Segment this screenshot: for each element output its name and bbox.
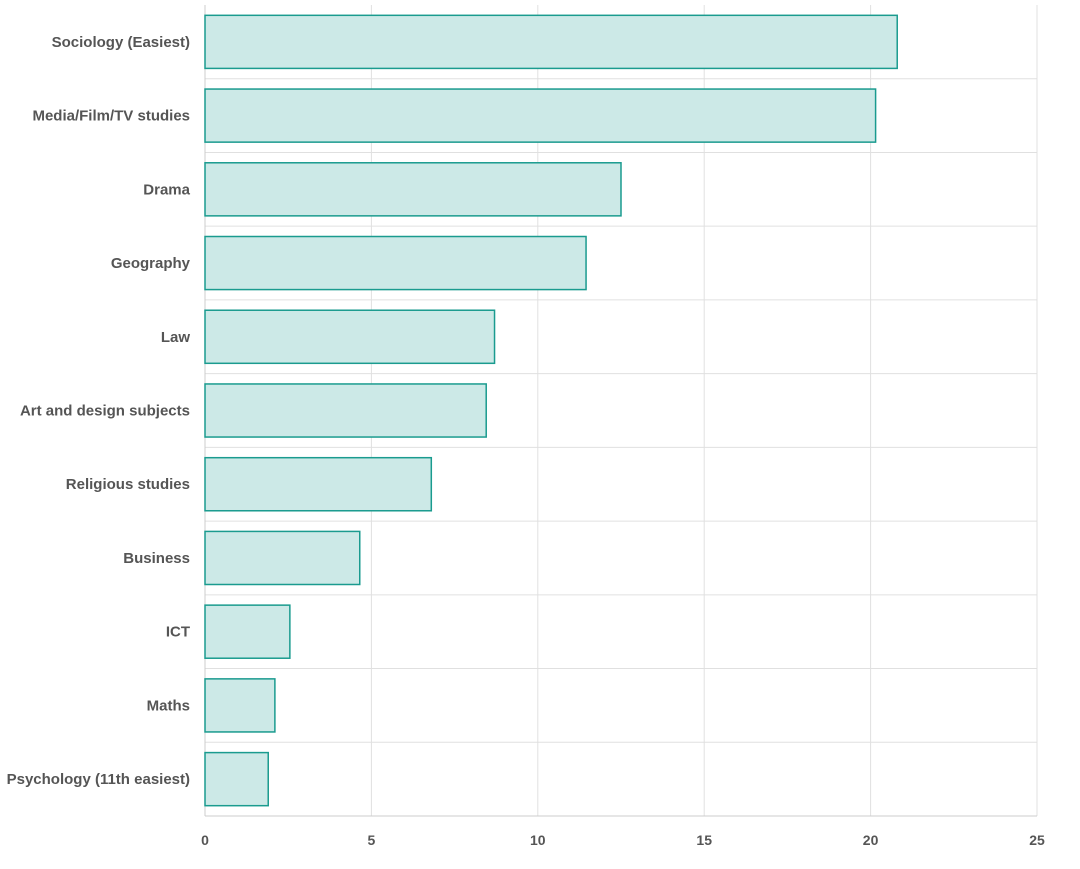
- x-tick-label: 5: [368, 832, 376, 848]
- x-tick-label: 15: [696, 832, 712, 848]
- bar[interactable]: [204, 383, 487, 438]
- category-label: ICT: [166, 624, 190, 641]
- category-label: Drama: [143, 181, 190, 198]
- bar[interactable]: [204, 309, 496, 365]
- x-tick-label: 20: [863, 832, 879, 848]
- category-label: Geography: [111, 255, 191, 272]
- bar[interactable]: [204, 14, 898, 70]
- bar[interactable]: [204, 88, 877, 143]
- x-tick-label: 0: [201, 832, 209, 848]
- bar[interactable]: [204, 530, 361, 586]
- bars: [204, 14, 898, 807]
- x-tick-label: 25: [1029, 832, 1045, 848]
- category-label: Sociology (Easiest): [52, 34, 190, 51]
- category-labels: Sociology (Easiest) Media/Film/TV studies…: [7, 34, 191, 788]
- bar[interactable]: [204, 162, 622, 217]
- category-label: Maths: [147, 697, 190, 714]
- category-label: Media/Film/TV studies: [32, 108, 190, 125]
- category-label: Business: [123, 550, 190, 567]
- category-label: Religious studies: [66, 476, 190, 493]
- bar[interactable]: [204, 751, 269, 807]
- bar[interactable]: [204, 678, 276, 733]
- category-label: Art and design subjects: [20, 403, 190, 420]
- category-label: Psychology (11th easiest): [7, 771, 190, 788]
- x-tick-label: 10: [530, 832, 546, 848]
- x-axis-tick-labels: 0 5 10 15 20 25: [201, 832, 1045, 848]
- bar[interactable]: [204, 235, 587, 291]
- category-label: Law: [161, 329, 191, 346]
- bar[interactable]: [204, 456, 433, 512]
- bar[interactable]: [204, 604, 291, 659]
